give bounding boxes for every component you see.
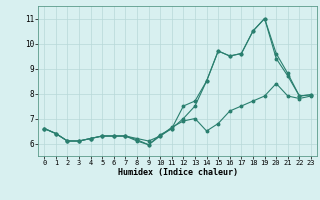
X-axis label: Humidex (Indice chaleur): Humidex (Indice chaleur) — [118, 168, 238, 177]
